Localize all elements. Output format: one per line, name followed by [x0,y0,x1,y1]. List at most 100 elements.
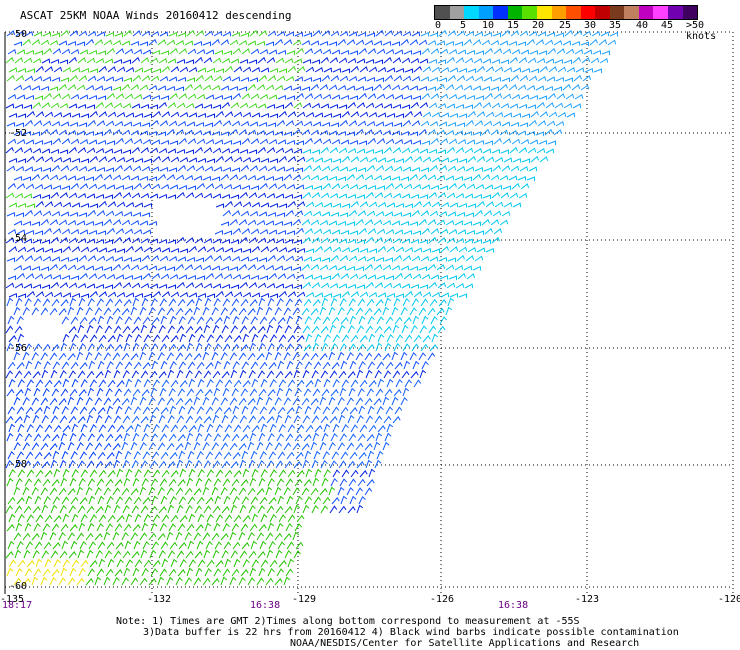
wind-barb [60,388,69,397]
wind-barb [250,228,260,235]
wind-barb [31,442,40,451]
wind-barb [412,139,422,145]
wind-barb [176,102,186,109]
wind-barb [32,506,41,514]
wind-barb [311,325,320,334]
wind-barb [51,211,61,217]
wind-barb [143,158,153,164]
wind-barb [223,315,231,325]
wind-barb [337,38,346,46]
wind-barb [340,94,350,100]
wind-barb [33,166,43,172]
wind-barb [292,174,302,181]
wind-barb [428,102,438,109]
wind-barb [314,202,324,208]
wind-barb [112,307,121,316]
wind-barb [418,352,426,361]
wind-barb [232,140,242,146]
wind-barb [400,85,410,91]
wind-barb [133,229,143,235]
wind-barb [221,148,231,154]
wind-barb [76,577,85,586]
wind-barb [373,129,383,136]
wind-barb [139,577,148,586]
wind-barb [114,569,123,577]
wind-barb [113,550,122,559]
wind-barb [592,49,602,55]
wind-barb [203,549,211,559]
wind-barb [385,49,395,55]
wind-barb [43,184,53,190]
wind-barb [366,388,374,397]
wind-barb [206,158,216,164]
wind-barb [60,165,70,172]
wind-barb [286,184,296,190]
wind-barb [322,138,332,145]
wind-barb [76,441,84,451]
wind-barb [61,496,70,505]
wind-barb [214,49,224,55]
wind-barb [133,49,143,55]
wind-barb [179,333,187,343]
wind-barb [383,103,393,109]
wind-barb [368,112,378,118]
wind-barb [519,166,529,172]
wind-barb [231,523,239,532]
wind-barb [79,49,89,55]
wind-barb [239,102,249,109]
wind-barb [538,95,548,101]
wind-barb [276,166,286,172]
wind-barb [22,306,30,316]
wind-barb [420,120,430,127]
wind-barb [143,113,153,119]
wind-barb [400,265,410,271]
lon-label: -129 [292,594,316,605]
wind-barb [304,93,314,100]
wind-barb [70,406,78,415]
wind-barb [16,315,24,325]
wind-barb [338,104,348,110]
wind-barb [178,361,186,370]
wind-barb [321,477,329,487]
wind-barb [404,379,412,388]
wind-barb [364,86,374,92]
wind-barb [536,101,545,109]
wind-barb [206,67,216,73]
wind-barb [178,496,186,505]
wind-barb [384,165,394,172]
wind-barb [184,40,194,46]
wind-barb [14,103,24,109]
wind-barb [97,184,107,190]
wind-barb [34,95,44,101]
wind-barb [112,263,121,271]
wind-barb [350,334,359,343]
wind-barb [188,157,198,163]
wind-barb [141,567,149,577]
wind-barb [35,156,45,163]
wind-barb [241,228,251,235]
wind-barb [269,513,277,523]
wind-barb [376,405,384,415]
wind-barb [320,56,329,64]
wind-barb [131,415,140,424]
wind-barb [521,113,531,119]
wind-barb [449,157,459,163]
wind-barb [13,396,21,406]
wind-barb [428,148,438,154]
wind-barb [96,478,105,487]
wind-barb [257,415,266,424]
wind-barb [431,333,439,343]
wind-barb [267,254,276,262]
wind-barb [269,202,279,208]
wind-barb [428,325,437,334]
wind-barb [150,119,159,127]
wind-barb [158,193,168,199]
wind-barb [276,75,286,82]
lon-label: -120 [718,594,740,605]
wind-barb [446,56,455,64]
wind-barb [314,292,324,298]
wind-barb [233,201,243,208]
wind-barb [80,423,88,433]
wind-barb [80,202,90,208]
wind-barb [67,220,77,226]
